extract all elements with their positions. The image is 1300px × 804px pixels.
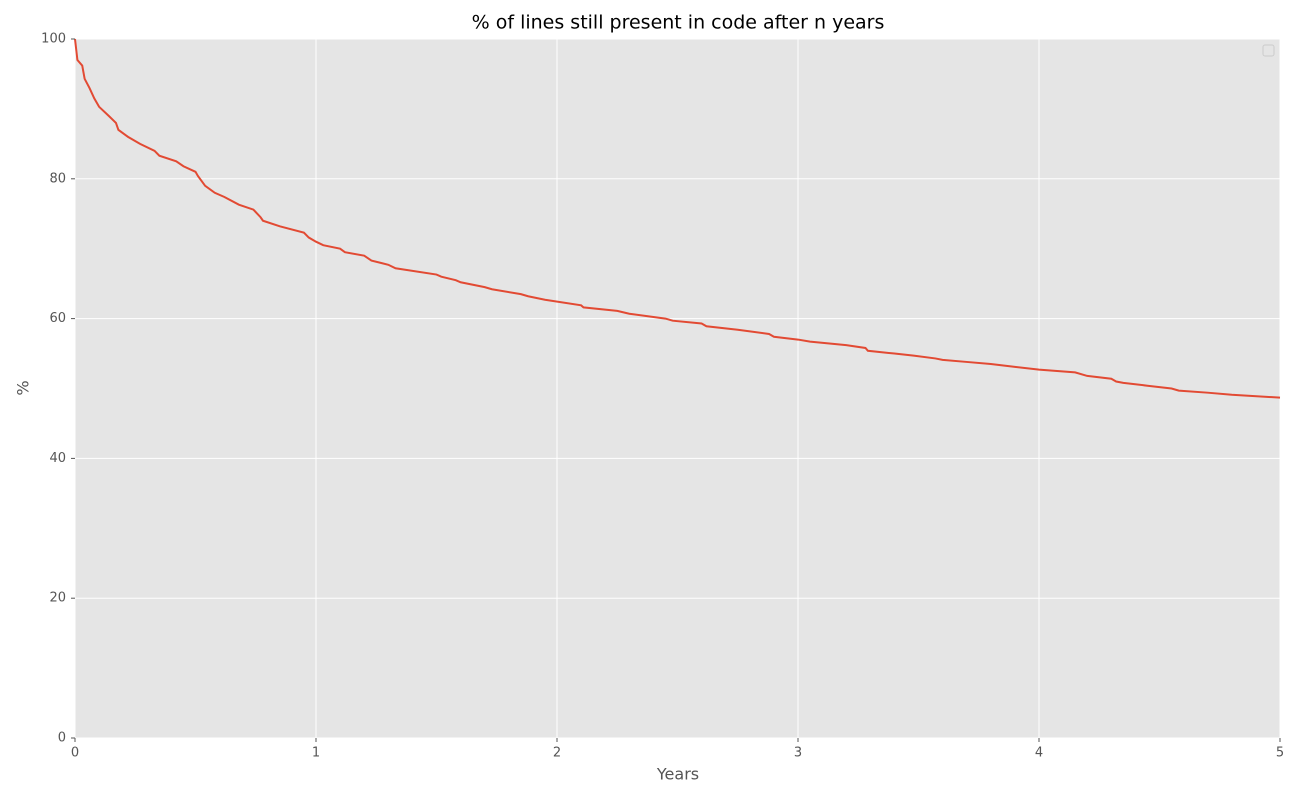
y-tick-label: 40: [49, 451, 66, 466]
x-tick-label: 5: [1276, 746, 1284, 761]
y-tick-label: 0: [58, 731, 66, 746]
y-axis-label: %: [14, 380, 33, 395]
x-tick-label: 4: [1035, 746, 1043, 761]
x-axis-label: Years: [656, 765, 699, 784]
y-tick-label: 60: [49, 311, 66, 326]
legend-box: [1262, 44, 1275, 57]
y-tick-label: 20: [49, 591, 66, 606]
chart-title: % of lines still present in code after n…: [472, 12, 885, 34]
y-tick-label: 80: [49, 171, 66, 186]
data-line: [74, 38, 1281, 399]
x-tick-label: 2: [553, 746, 561, 761]
plot-background: [75, 39, 1280, 738]
grid: [74, 38, 1281, 739]
x-tick-label: 1: [312, 746, 320, 761]
y-tick-label: 100: [41, 32, 66, 47]
marks: [74, 38, 1281, 399]
x-tick-label: 3: [794, 746, 802, 761]
x-tick-label: 0: [71, 746, 79, 761]
